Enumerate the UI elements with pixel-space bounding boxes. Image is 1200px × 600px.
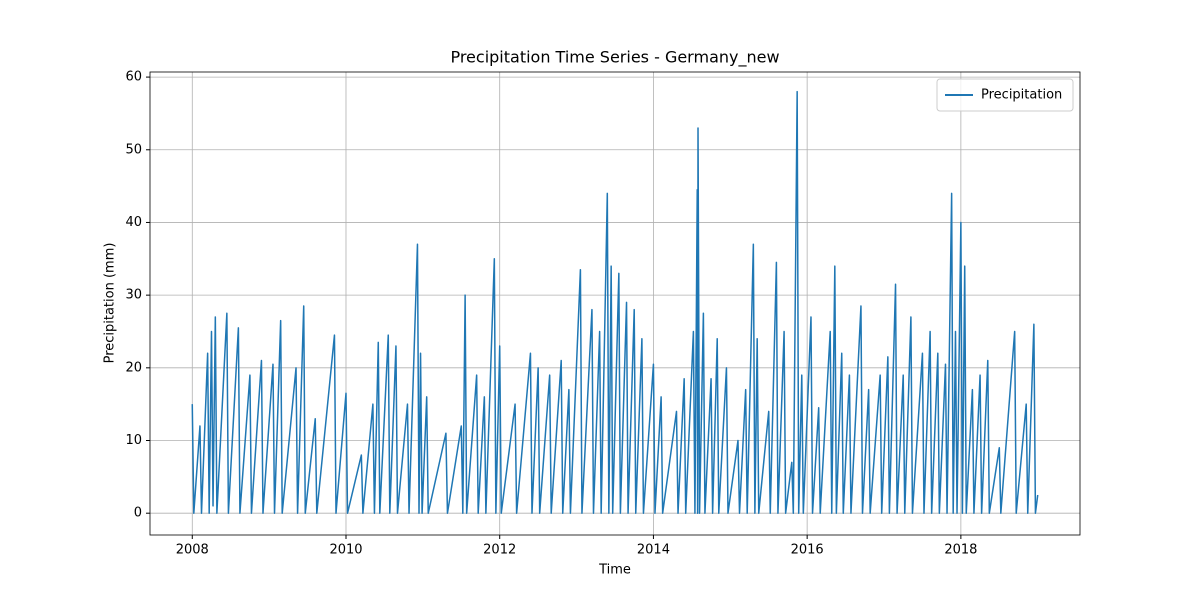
x-tick-label: 2008: [176, 543, 209, 558]
chart-title: Precipitation Time Series - Germany_new: [450, 48, 779, 68]
y-tick-label: 40: [125, 215, 142, 230]
y-tick-label: 30: [125, 288, 142, 303]
x-tick-label: 2010: [329, 543, 362, 558]
x-tick-label: 2016: [791, 543, 824, 558]
y-tick-label: 20: [125, 360, 142, 375]
legend-box: [936, 78, 1074, 112]
legend-label: Precipitation: [981, 88, 1062, 103]
y-axis-label: Precipitation (mm): [103, 243, 118, 364]
y-tick-label: 50: [125, 142, 142, 157]
x-tick-label: 2012: [483, 543, 516, 558]
x-axis-label: Time: [598, 563, 631, 578]
x-tick-label: 2018: [944, 543, 977, 558]
data-line: [191, 90, 1039, 514]
x-tick-label: 2014: [637, 543, 670, 558]
y-tick-label: 0: [134, 506, 142, 521]
plot-frame: [149, 71, 1081, 536]
y-tick-label: 60: [125, 70, 142, 85]
y-tick-label: 10: [125, 433, 142, 448]
